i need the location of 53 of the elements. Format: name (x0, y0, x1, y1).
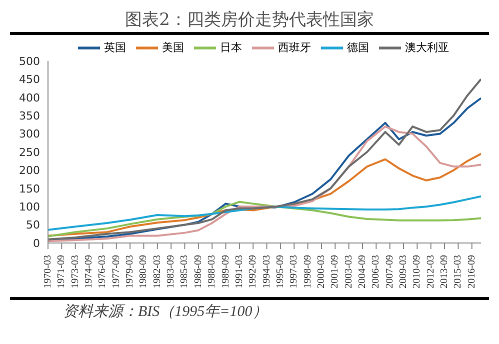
legend-label: 澳大利亚 (405, 41, 449, 54)
x-tick-label: 1970-03 (42, 255, 54, 288)
line-series (48, 200, 481, 238)
y-tick-label: 400 (19, 91, 40, 104)
legend-label: 日本 (220, 41, 242, 54)
x-tick-label: 1998-09 (302, 255, 314, 288)
y-tick-label: 500 (19, 54, 40, 68)
x-tick-label: 2012-03 (425, 255, 436, 288)
x-tick-label: 1994-03 (261, 255, 272, 288)
legend-label: 德国 (347, 41, 369, 54)
x-tick-label: 2006-03 (370, 255, 382, 288)
x-tick-label: 2001-09 (330, 255, 341, 288)
y-tick-label: 250 (19, 146, 40, 159)
x-tick-label: 2000-03 (316, 255, 327, 288)
x-tick-label: 1983-09 (166, 255, 177, 288)
x-tick-label: 1995-09 (274, 255, 286, 288)
y-tick-label: 150 (19, 182, 40, 196)
x-tick-label: 1974-09 (84, 255, 95, 288)
x-tick-label: 1988-03 (206, 255, 218, 288)
y-tick-label: 100 (19, 200, 40, 214)
x-tick-label: 2015-03 (452, 255, 464, 288)
x-tick-label: 2009-03 (398, 255, 410, 288)
y-tick-label: 350 (19, 110, 40, 123)
x-tick-label: 2013-09 (439, 255, 450, 288)
x-tick-label: 1982-03 (152, 255, 163, 288)
x-tick-label: 2003-03 (343, 255, 354, 288)
x-tick-label: 1980-09 (138, 255, 150, 288)
x-tick-label: 1973-03 (70, 255, 81, 288)
x-tick-label: 1985-03 (179, 255, 190, 288)
y-tick-label: 0 (33, 236, 40, 250)
y-tick-label: 300 (19, 128, 40, 141)
x-tick-label: 1997-03 (288, 255, 300, 288)
line-series (48, 195, 481, 231)
y-tick-label: 50 (26, 218, 40, 232)
x-tick-label: 2010-09 (412, 255, 423, 288)
x-tick-label: 1991-03 (234, 255, 245, 288)
legend-label: 美国 (162, 41, 184, 54)
x-tick-label: 1986-09 (192, 255, 204, 288)
y-tick-label: 450 (19, 73, 40, 86)
x-tick-label: 2004-09 (356, 255, 368, 288)
legend-label: 西班牙 (278, 41, 311, 54)
x-tick-label: 1979-03 (124, 255, 136, 288)
x-tick-label: 2016-09 (466, 255, 478, 288)
x-tick-label: 1977-09 (110, 255, 122, 288)
x-tick-label: 1971-09 (56, 255, 68, 288)
text: 资料来源：BIS（1995年=100） (62, 302, 268, 322)
chart-title: 图表2：四类房价走势代表性国家 (124, 9, 375, 32)
x-tick-label: 1989-09 (220, 255, 232, 288)
x-tick-label: 1992-09 (248, 255, 259, 288)
y-tick-label: 200 (19, 164, 40, 178)
legend-label: 英国 (104, 41, 126, 54)
x-tick-label: 2007-09 (384, 255, 396, 288)
x-tick-label: 1976-03 (97, 255, 108, 288)
